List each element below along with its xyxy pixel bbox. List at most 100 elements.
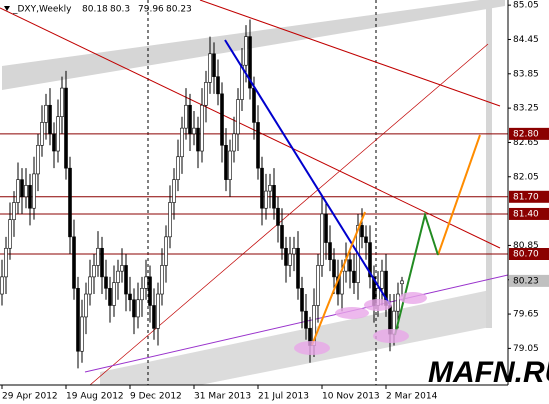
candle-body bbox=[172, 179, 176, 203]
y-tick-label: 79.05 bbox=[513, 344, 539, 354]
y-tick-label: 84.45 bbox=[513, 35, 539, 45]
candle-body bbox=[108, 288, 112, 306]
candle-body bbox=[216, 76, 220, 95]
candle-body bbox=[40, 122, 44, 146]
candle-body bbox=[68, 167, 72, 238]
candle-body bbox=[288, 253, 292, 266]
trend-line bbox=[199, 0, 501, 107]
candle-body bbox=[252, 87, 256, 123]
candle-body bbox=[360, 225, 364, 238]
header-low: 79.96 bbox=[138, 5, 164, 15]
candle-body bbox=[36, 145, 40, 175]
candle-body bbox=[184, 104, 188, 129]
candle-body bbox=[0, 276, 4, 295]
candle-body bbox=[268, 185, 272, 192]
candle-body bbox=[24, 185, 28, 198]
candle-body bbox=[72, 236, 76, 289]
candle-body bbox=[88, 276, 92, 295]
candle-body bbox=[100, 247, 104, 278]
candle-body bbox=[60, 87, 64, 118]
candle-body bbox=[52, 133, 56, 152]
candle-body bbox=[368, 242, 372, 278]
candle-body bbox=[120, 265, 124, 272]
candle-body bbox=[32, 173, 36, 209]
candle-body bbox=[20, 179, 24, 198]
candle-body bbox=[296, 247, 300, 289]
price-label: 80.23 bbox=[513, 276, 539, 286]
candle-body bbox=[280, 225, 284, 249]
level-label-box bbox=[509, 207, 549, 220]
candle-body bbox=[224, 145, 228, 180]
highlight bbox=[294, 341, 330, 355]
candle-body bbox=[16, 179, 20, 203]
candle-body bbox=[348, 259, 352, 272]
y-tick-label: 82.05 bbox=[513, 172, 539, 182]
price-label-box bbox=[509, 274, 549, 287]
x-tick-label: 9 Dec 2012 bbox=[130, 392, 182, 402]
shaded-band bbox=[486, 0, 492, 328]
channel-line bbox=[84, 274, 508, 373]
candle-body bbox=[248, 36, 252, 89]
candle-body bbox=[12, 202, 16, 220]
candle-body bbox=[328, 242, 332, 261]
candle-body bbox=[156, 293, 160, 329]
candle-body bbox=[240, 64, 244, 100]
highlight bbox=[373, 329, 409, 343]
candle-body bbox=[220, 93, 224, 146]
highlight bbox=[335, 307, 369, 319]
highlight bbox=[364, 299, 392, 311]
candle-body bbox=[144, 276, 148, 289]
y-tick-label: 85.05 bbox=[513, 1, 539, 11]
candle-body bbox=[96, 247, 100, 266]
level-label-box bbox=[509, 247, 549, 260]
candle-body bbox=[244, 36, 248, 66]
header-close: 80.23 bbox=[166, 5, 192, 15]
candle-body bbox=[104, 276, 108, 289]
candle-body bbox=[160, 265, 164, 295]
candle-body bbox=[232, 133, 236, 152]
y-tick-label: 80.85 bbox=[513, 241, 539, 251]
candle-body bbox=[4, 247, 8, 278]
candle-body bbox=[128, 293, 132, 301]
candle-body bbox=[124, 265, 128, 295]
candle-body bbox=[396, 293, 400, 312]
level-label: 82.80 bbox=[513, 129, 539, 139]
level-label: 81.70 bbox=[513, 192, 539, 202]
candle-body bbox=[192, 127, 196, 135]
shaded-band bbox=[2, 0, 505, 90]
x-tick-label: 10 Nov 2013 bbox=[322, 392, 380, 402]
x-tick-label: 29 Apr 2012 bbox=[2, 392, 58, 402]
candle-body bbox=[272, 185, 276, 209]
candle-body bbox=[188, 104, 192, 135]
candle-body bbox=[152, 305, 156, 329]
candle-body bbox=[332, 259, 336, 278]
candle-body bbox=[116, 270, 120, 283]
candle-body bbox=[140, 288, 144, 301]
trend-line bbox=[224, 39, 391, 306]
y-tick-label: 83.85 bbox=[513, 69, 539, 79]
candle-body bbox=[292, 247, 296, 255]
candle-body bbox=[196, 127, 200, 152]
candle-body bbox=[300, 288, 304, 312]
wave-line bbox=[437, 134, 481, 256]
symbol: _DXY,Weekly bbox=[12, 5, 72, 15]
watermark: MAFN.RU bbox=[428, 356, 549, 389]
candle-body bbox=[364, 236, 368, 243]
candle-body bbox=[320, 213, 324, 266]
wave-line bbox=[311, 211, 366, 346]
candle-body bbox=[56, 116, 60, 152]
candle-body bbox=[208, 53, 212, 83]
y-tick-label: 83.25 bbox=[513, 104, 539, 114]
x-tick-label: 21 Jul 2013 bbox=[258, 392, 309, 402]
candle-body bbox=[276, 207, 280, 226]
y-tick-label: 79.65 bbox=[513, 310, 539, 320]
y-tick-label: 82.65 bbox=[513, 138, 539, 148]
candle-body bbox=[264, 190, 268, 209]
candle-body bbox=[200, 104, 204, 152]
candle-body bbox=[316, 265, 320, 306]
x-tick-label: 31 Mar 2013 bbox=[194, 392, 251, 402]
candle-body bbox=[176, 156, 180, 180]
level-label: 80.70 bbox=[513, 249, 539, 259]
candle-body bbox=[92, 265, 96, 278]
candle-body bbox=[180, 127, 184, 158]
